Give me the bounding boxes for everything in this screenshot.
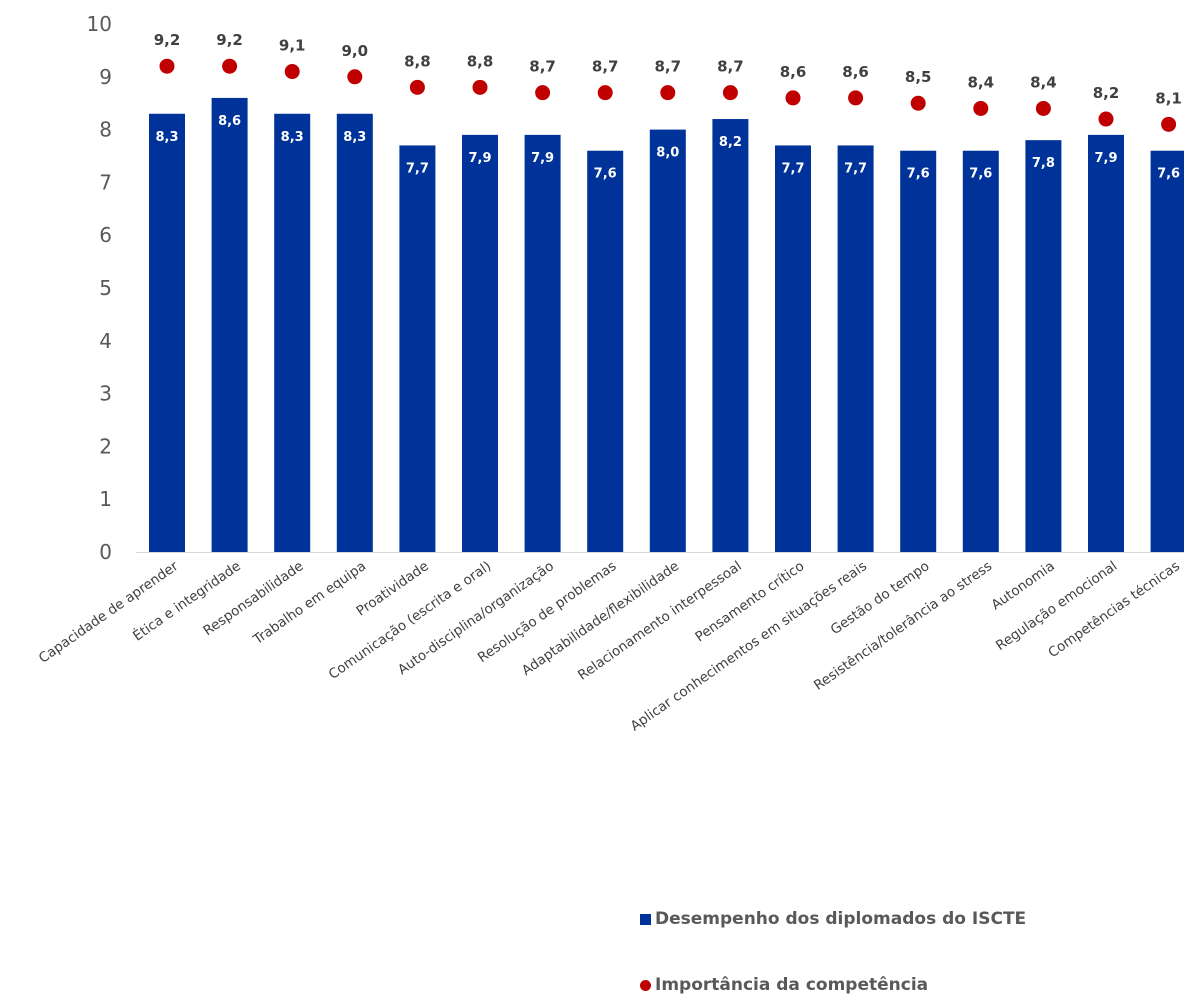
bar-data-label: 8,0 — [656, 146, 679, 161]
dot-data-label: 8,6 — [842, 63, 869, 81]
y-tick-label: 1 — [99, 487, 112, 511]
dot-data-label: 8,8 — [404, 52, 431, 70]
bar — [1025, 140, 1062, 552]
y-tick-label: 4 — [99, 329, 112, 353]
legend-swatch-dot — [640, 979, 651, 991]
bar-data-label: 8,2 — [719, 135, 742, 150]
bar — [587, 150, 624, 552]
dot — [284, 64, 300, 80]
dot-data-label: 9,2 — [154, 31, 181, 49]
dot — [910, 95, 926, 111]
y-tick-label: 3 — [99, 382, 112, 406]
legend-swatch-bar — [640, 913, 651, 925]
dot — [535, 85, 551, 101]
bar-data-label: 7,6 — [594, 167, 617, 182]
dot-data-label: 8,7 — [592, 58, 619, 76]
dot-data-label: 8,6 — [780, 63, 807, 81]
dot — [1161, 116, 1177, 132]
bar-data-label: 7,6 — [907, 167, 930, 182]
dot-data-label: 8,7 — [717, 58, 744, 76]
bar-data-label: 8,3 — [155, 130, 178, 145]
y-tick-label: 0 — [99, 540, 112, 564]
bar — [149, 113, 185, 552]
bar — [399, 145, 436, 552]
dot — [660, 85, 676, 101]
y-axis: 0 1 2 3 4 5 6 7 8 9 10 — [87, 12, 112, 564]
bar — [462, 134, 498, 552]
bar-data-label: 8,3 — [343, 130, 366, 145]
bar-data-label: 7,9 — [468, 151, 491, 166]
bar-data-label: 7,6 — [969, 167, 992, 182]
dot-data-label: 8,4 — [1030, 73, 1057, 91]
y-tick-label: 2 — [99, 434, 112, 458]
bar — [1088, 134, 1124, 552]
dot-data-label: 8,2 — [1093, 84, 1120, 102]
bar — [962, 150, 999, 552]
dot — [722, 85, 738, 101]
bar-data-label: 7,9 — [1094, 151, 1117, 166]
dot — [222, 58, 238, 74]
bar-data-label: 7,7 — [406, 161, 429, 176]
bar — [900, 150, 937, 552]
dot-data-label: 8,1 — [1155, 89, 1182, 107]
dot — [597, 85, 613, 101]
bar — [775, 145, 811, 552]
legend-label-bar: Desempenho dos diplomados do ISCTE — [655, 909, 1027, 929]
bar — [1150, 150, 1184, 552]
bar — [524, 134, 561, 552]
dot-data-label: 9,2 — [216, 31, 243, 49]
x-tick-label: Ética e integridade — [130, 557, 244, 644]
dot-data-label: 8,5 — [905, 68, 932, 86]
y-tick-label: 7 — [99, 170, 112, 194]
bar — [274, 113, 311, 552]
dot — [159, 58, 175, 74]
bar-data-label: 7,9 — [531, 151, 554, 166]
bar — [649, 129, 686, 552]
dot — [409, 79, 425, 95]
legend-item-dot: Importância da competência — [640, 975, 928, 995]
dot-data-label: 9,0 — [342, 42, 369, 60]
dot — [973, 100, 989, 116]
legend-item-bar: Desempenho dos diplomados do ISCTE — [640, 909, 1026, 929]
dot-series: 9,2 9,2 9,1 9,0 8,8 8,8 8,7 8,7 8,7 8,7 8,6 8,6 8,5 8… — [154, 31, 1182, 132]
x-tick-label: Aplicar conhecimentos em situações reais — [628, 558, 870, 734]
legend-label-dot: Importância da competência — [655, 975, 929, 995]
dot — [785, 90, 801, 106]
x-tick-label: Trabalho em equipa — [250, 558, 369, 648]
bar-series: 8,3 8,6 8,3 8,3 7,7 7,9 7,9 7,6 8,0 8,2 7,7 7,7 7,6 7… — [149, 97, 1184, 553]
y-tick-label: 9 — [99, 65, 112, 89]
bar — [837, 145, 874, 552]
dot — [347, 69, 363, 85]
dot — [1035, 100, 1051, 116]
dot-data-label: 8,7 — [655, 58, 682, 76]
bar — [211, 97, 248, 553]
y-tick-label: 5 — [99, 276, 112, 300]
dot — [472, 79, 488, 95]
bar-data-label: 7,6 — [1157, 167, 1180, 182]
dot-data-label: 8,7 — [529, 58, 556, 76]
dot-data-label: 9,1 — [279, 37, 306, 55]
bar-data-label: 8,6 — [218, 114, 241, 129]
bar — [336, 113, 373, 552]
bar — [712, 119, 749, 552]
x-tick-label: Pensamento crítico — [692, 558, 807, 645]
bar-data-label: 8,3 — [281, 130, 304, 145]
dot-data-label: 8,8 — [467, 52, 494, 70]
bar-data-label: 7,8 — [1032, 156, 1055, 171]
bar-data-label: 7,7 — [781, 161, 804, 176]
bar-data-label: 7,7 — [844, 161, 867, 176]
dot-data-label: 8,4 — [968, 73, 995, 91]
dot — [1098, 111, 1114, 127]
y-tick-label: 6 — [99, 223, 112, 247]
dot — [848, 90, 864, 106]
y-tick-label: 8 — [99, 118, 112, 142]
y-tick-label: 10 — [87, 12, 112, 36]
